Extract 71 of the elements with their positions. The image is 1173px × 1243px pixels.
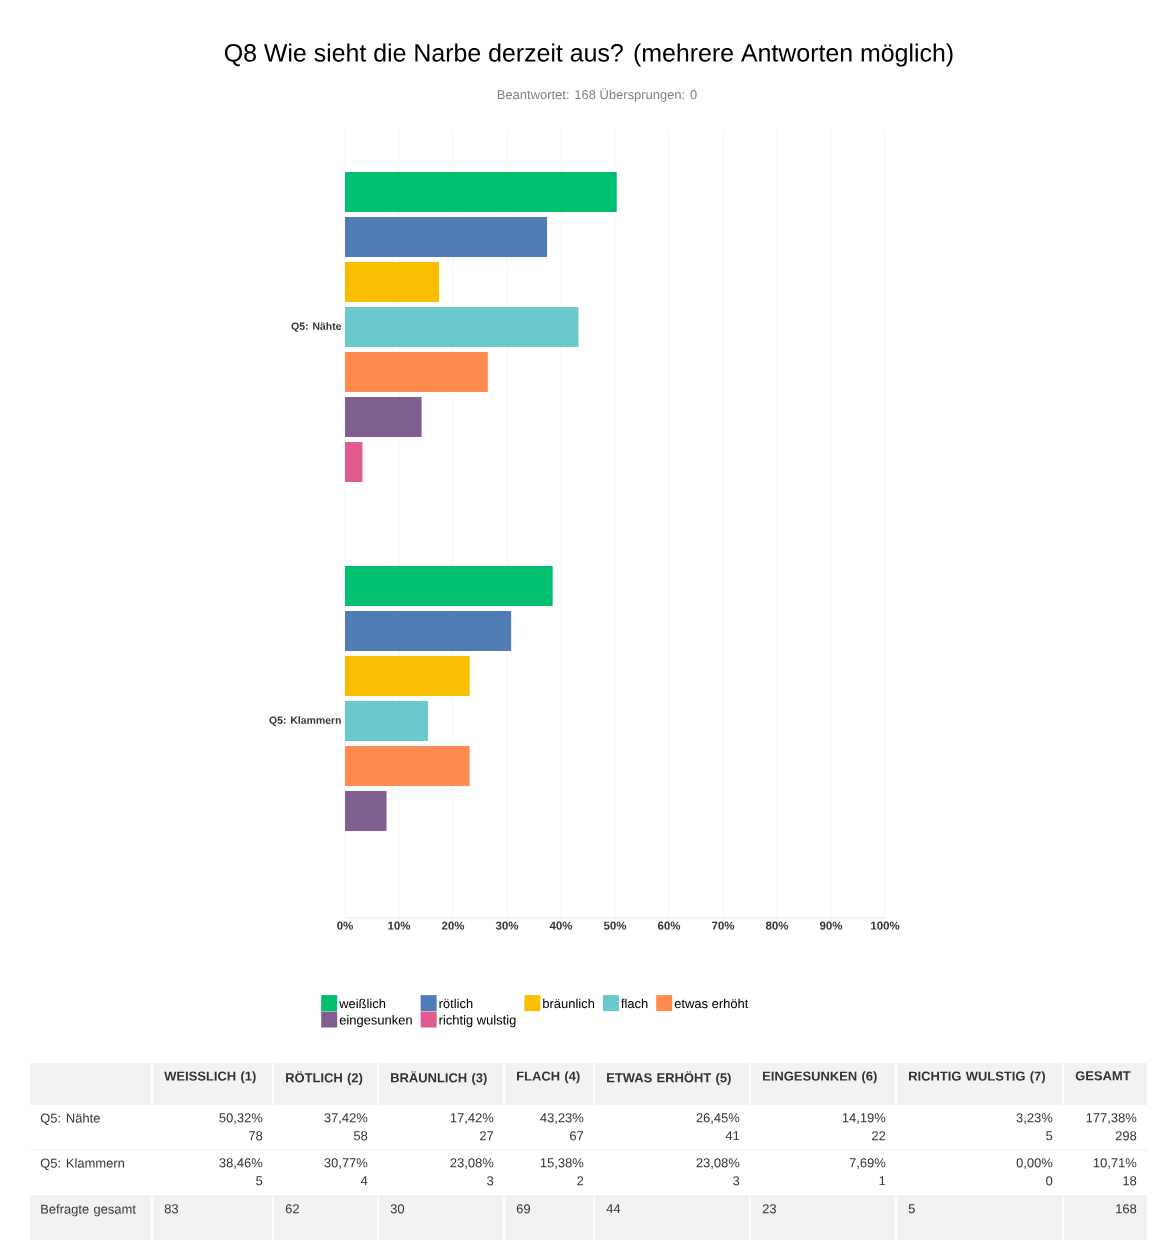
text: 177,38% xyxy=(1086,1113,1137,1124)
text: 5 xyxy=(908,1204,915,1214)
text: 30,77% xyxy=(324,1158,368,1169)
text: 5 xyxy=(1046,1131,1053,1141)
text: 67 xyxy=(570,1131,584,1141)
legend-label: etwas erhöht xyxy=(674,998,749,1009)
text: WEISSLICH (1) xyxy=(164,1071,256,1084)
x-tick-label: 40% xyxy=(549,921,573,930)
category-label: Q5: Nähte xyxy=(40,1113,100,1126)
text: 78 xyxy=(249,1131,263,1141)
text: BRÄUNLICH (3) xyxy=(391,1071,487,1085)
x-tick-label: 80% xyxy=(765,921,789,930)
text: 69 xyxy=(516,1204,530,1214)
legend-label: eingesunken xyxy=(339,1015,412,1028)
text: 298 xyxy=(1115,1131,1137,1141)
x-tick-label: 20% xyxy=(441,921,465,930)
legend-label: flach xyxy=(621,998,648,1009)
x-tick-label: 0% xyxy=(337,921,353,930)
text: 22 xyxy=(872,1131,886,1141)
text: Befragte gesamt xyxy=(41,1204,136,1217)
text: 3 xyxy=(733,1176,740,1186)
text: 1 xyxy=(879,1176,886,1186)
category-label: Q5: Klammern xyxy=(40,1158,125,1171)
x-tick-label: 50% xyxy=(603,921,627,930)
text: 2 xyxy=(577,1176,584,1186)
text: 27 xyxy=(480,1131,494,1141)
text: 17,42% xyxy=(450,1113,494,1124)
text: 23,08% xyxy=(450,1158,494,1169)
legend-label: rötlich xyxy=(439,998,473,1009)
text: 5 xyxy=(256,1176,263,1186)
text: 23,08% xyxy=(696,1158,740,1169)
x-tick-label: 10% xyxy=(388,921,411,930)
text: 38,46% xyxy=(219,1158,263,1169)
text: 15,38% xyxy=(540,1158,584,1169)
text: 50,32% xyxy=(219,1113,263,1124)
text: EINGESUNKEN (6) xyxy=(763,1071,877,1084)
x-tick-label: 100% xyxy=(871,921,900,930)
legend-label: bräunlich xyxy=(543,998,595,1009)
x-tick-label: 90% xyxy=(819,921,843,930)
text: GESAMT xyxy=(1075,1071,1131,1081)
chart-title: Q8 Wie sieht die Narbe derzeit aus? (mehrere Antworten möglich) xyxy=(224,43,953,67)
text: 14,19% xyxy=(842,1113,886,1124)
text: 3 xyxy=(487,1176,494,1186)
text: RICHTIG WULSTIG (7) xyxy=(909,1071,1045,1084)
text: 10,71% xyxy=(1093,1158,1137,1169)
text: 3,23% xyxy=(1016,1113,1053,1124)
text: 4 xyxy=(360,1176,368,1186)
text: 23 xyxy=(762,1204,777,1214)
text: 41 xyxy=(725,1131,740,1141)
chart-subtitle: Beantwortet: 168 Übersprungen: 0 xyxy=(497,88,697,102)
text: 168 xyxy=(1116,1204,1137,1214)
text: 30 xyxy=(390,1204,405,1214)
text: ETWAS ERHÖHT (5) xyxy=(607,1071,731,1085)
text: 83 xyxy=(164,1204,179,1214)
text: 62 xyxy=(285,1204,299,1214)
text: 0 xyxy=(1046,1176,1053,1186)
legend-label: richtig wulstig xyxy=(439,1015,516,1028)
text: 44 xyxy=(606,1204,621,1214)
text: 18 xyxy=(1123,1176,1137,1186)
x-tick-label: 30% xyxy=(495,921,519,930)
legend-label: weißlich xyxy=(339,998,386,1009)
x-tick-label: 70% xyxy=(712,921,735,930)
text: 26,45% xyxy=(696,1113,740,1124)
text: 7,69% xyxy=(849,1158,886,1169)
text: 43,23% xyxy=(540,1113,584,1124)
text: 37,42% xyxy=(324,1113,368,1124)
text: FLACH (4) xyxy=(517,1071,580,1084)
text: RÖTLICH (2) xyxy=(286,1071,363,1085)
text: 58 xyxy=(353,1131,368,1141)
x-tick-label: 60% xyxy=(657,921,681,930)
text: 0,00% xyxy=(1016,1158,1053,1169)
